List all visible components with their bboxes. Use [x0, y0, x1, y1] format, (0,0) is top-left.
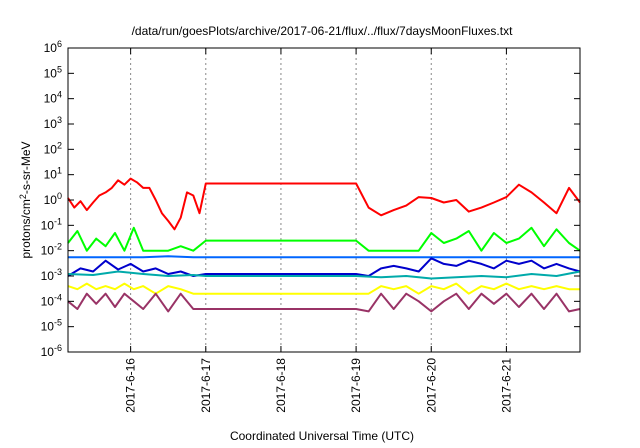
y-tick-exp: 1	[57, 166, 62, 176]
series-line-3	[68, 255, 580, 259]
y-tick-label: 105	[44, 64, 62, 80]
y-tick-label: 10-5	[41, 318, 62, 334]
y-tick-exp: 5	[57, 64, 62, 74]
y-axis-label-rest: -s-sr-MeV	[19, 141, 33, 194]
y-tick-label: 10-4	[41, 292, 62, 308]
y-tick-label: 102	[44, 140, 62, 156]
y-tick-exp: 4	[57, 90, 62, 100]
y-tick-label: 10-6	[41, 343, 62, 359]
y-axis-label-sup: 2	[18, 194, 28, 199]
series-line-5	[67, 270, 581, 280]
y-tick-exp: 2	[57, 140, 62, 150]
y-tick-label: 10-2	[41, 242, 62, 258]
y-tick-label: 103	[44, 115, 62, 131]
y-tick-base: 10	[44, 41, 58, 55]
y-tick-label: 101	[44, 166, 62, 182]
series-line-6	[67, 282, 580, 295]
y-tick-base: 10	[44, 142, 58, 156]
y-tick-base: 10	[44, 193, 58, 207]
x-tick-label: 2017-6-19	[349, 358, 363, 413]
series-line-1	[67, 177, 581, 231]
series-line-4	[67, 257, 581, 277]
y-axis-label: protons/cm2-s-sr-MeV	[18, 141, 33, 258]
x-tick-label: 2017-6-18	[274, 358, 288, 413]
y-tick-base: 10	[41, 345, 55, 359]
y-tick-base: 10	[44, 117, 58, 131]
y-tick-exp: -3	[54, 267, 62, 277]
y-tick-label: 10-1	[41, 216, 62, 232]
y-tick-exp: -4	[54, 292, 62, 302]
y-tick-exp: 0	[57, 191, 62, 201]
y-tick-label: 106	[44, 39, 62, 55]
y-tick-base: 10	[44, 168, 58, 182]
series-lines	[67, 177, 581, 313]
y-tick-label: 104	[44, 90, 62, 106]
x-grid	[130, 48, 507, 352]
x-tick-label: 2017-6-20	[424, 358, 438, 413]
y-tick-base: 10	[44, 66, 58, 80]
y-tick-base: 10	[41, 244, 55, 258]
y-tick-exp: 6	[57, 39, 62, 49]
y-tick-base: 10	[44, 92, 58, 106]
x-tick-label: 2017-6-17	[199, 358, 213, 413]
chart-title: /data/run/goesPlots/archive/2017-06-21/f…	[132, 24, 514, 38]
y-tick-exp: -2	[54, 242, 62, 252]
series-line-2	[67, 226, 581, 252]
y-tick-exp: -6	[54, 343, 62, 353]
y-tick-base: 10	[41, 294, 55, 308]
series-line-7	[67, 292, 581, 313]
y-tick-exp: -5	[54, 318, 62, 328]
y-tick-base: 10	[41, 218, 55, 232]
y-tick-label: 10-3	[41, 267, 62, 283]
y-tick-label: 100	[44, 191, 62, 207]
y-axis-label-base: protons/cm	[19, 199, 33, 258]
y-tick-exp: -1	[54, 216, 62, 226]
x-axis-label: Coordinated Universal Time (UTC)	[230, 429, 414, 443]
y-tick-base: 10	[41, 269, 55, 283]
y-tick-base: 10	[41, 320, 55, 334]
y-axis-ticks: 10610510410310210110010-110-210-310-410-…	[41, 39, 580, 359]
y-tick-exp: 3	[57, 115, 62, 125]
x-tick-label: 2017-6-16	[124, 358, 138, 413]
x-tick-label: 2017-6-21	[499, 358, 513, 413]
x-axis-ticks: 2017-6-16 2017-6-17 2017-6-18 2017-6-19 2017…	[124, 48, 513, 413]
